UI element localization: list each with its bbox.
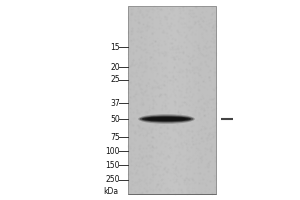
Ellipse shape bbox=[138, 114, 195, 124]
Text: kDa: kDa bbox=[103, 186, 118, 196]
Text: 20: 20 bbox=[110, 62, 120, 72]
Text: 250: 250 bbox=[106, 176, 120, 184]
Ellipse shape bbox=[145, 117, 188, 121]
Ellipse shape bbox=[142, 116, 191, 122]
Bar bbox=[128, 6, 216, 194]
Text: 150: 150 bbox=[106, 160, 120, 170]
Text: 25: 25 bbox=[110, 75, 120, 84]
Ellipse shape bbox=[140, 115, 194, 123]
Text: 75: 75 bbox=[110, 132, 120, 142]
Text: 37: 37 bbox=[110, 98, 120, 108]
Text: 100: 100 bbox=[106, 146, 120, 156]
Text: 15: 15 bbox=[110, 43, 120, 51]
Text: 50: 50 bbox=[110, 114, 120, 123]
